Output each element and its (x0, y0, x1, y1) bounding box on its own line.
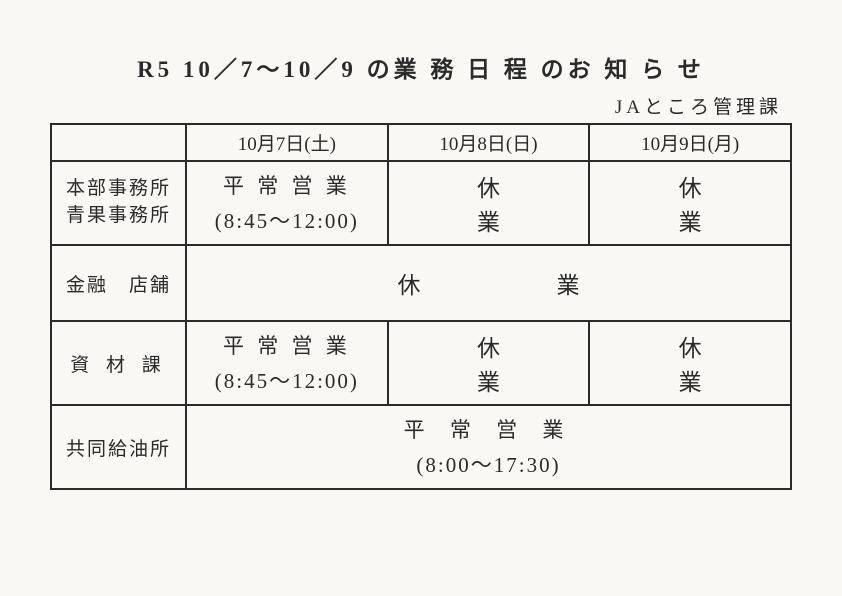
row-label: 資 材 課 (51, 321, 186, 405)
row-label-line1: 本部事務所 (56, 176, 181, 203)
row-label-line1: 共同給油所 (56, 434, 181, 461)
table-row: 金融 店舗 休 業 (51, 245, 791, 321)
cell-hours: (8:00～17:30) (416, 449, 560, 479)
page-title: R5 10／7～10／9 の業 務 日 程 のお 知 ら せ (50, 50, 792, 84)
table-header-row: 10月7日(土) 10月8日(日) 10月9日(月) (51, 124, 791, 161)
cell-text: 休 業 (393, 329, 585, 397)
table-row: 本部事務所 青果事務所 平 常 営 業 (8:45～12:00) 休 業 休 業 (51, 161, 791, 245)
header-col-2: 10月8日(日) (388, 124, 590, 161)
cell: 休 業 (388, 161, 590, 245)
header-col-1: 10月7日(土) (186, 124, 388, 161)
row-label: 金融 店舗 (51, 245, 186, 321)
row-label-line1: 金融 店舗 (56, 270, 181, 297)
schedule-table: 10月7日(土) 10月8日(日) 10月9日(月) 本部事務所 青果事務所 平… (50, 123, 792, 490)
cell-hours: (8:45～12:00) (215, 365, 359, 395)
row-label: 本部事務所 青果事務所 (51, 161, 186, 245)
cell: 休 業 (388, 321, 590, 405)
cell-hours: (8:45～12:00) (215, 205, 359, 235)
cell-text: 平 常 営 業 (223, 331, 351, 363)
cell: 休 業 (589, 161, 791, 245)
table-row: 資 材 課 平 常 営 業 (8:45～12:00) 休 業 休 業 (51, 321, 791, 405)
cell-text: 平 常 営 業 (223, 171, 351, 203)
row-label: 共同給油所 (51, 405, 186, 489)
table-row: 共同給油所 平 常 営 業 (8:00～17:30) (51, 405, 791, 489)
header-empty-cell (51, 124, 186, 161)
cell: 休 業 (589, 321, 791, 405)
document-page: R5 10／7～10／9 の業 務 日 程 のお 知 ら せ JAところ管理課 … (0, 0, 842, 490)
cell-text: 平 常 営 業 (404, 415, 574, 447)
row-label-line2: 青果事務所 (56, 203, 181, 230)
header-col-3: 10月9日(月) (589, 124, 791, 161)
cell-text: 休 業 (393, 169, 585, 237)
cell-merged: 休 業 (186, 245, 791, 321)
cell-text: 休 業 (191, 266, 786, 300)
page-subtitle: JAところ管理課 (50, 92, 792, 119)
cell-merged: 平 常 営 業 (8:00～17:30) (186, 405, 791, 489)
cell: 平 常 営 業 (8:45～12:00) (186, 321, 388, 405)
cell: 平 常 営 業 (8:45～12:00) (186, 161, 388, 245)
row-label-line1: 資 材 課 (56, 350, 181, 377)
